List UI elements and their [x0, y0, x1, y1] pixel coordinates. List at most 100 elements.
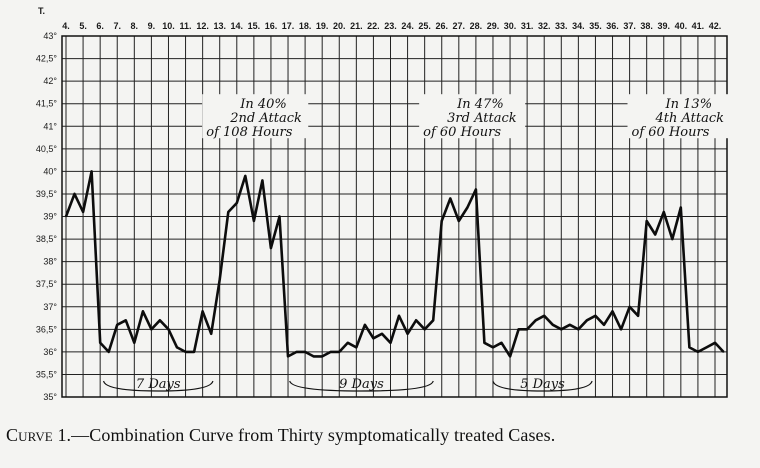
duration-label: 7 Days — [136, 377, 181, 392]
x-tick-label: 19. — [316, 21, 329, 31]
caption-text: Combination Curve from Thirty symptomati… — [89, 425, 556, 445]
data-point — [124, 319, 127, 322]
data-point — [184, 350, 187, 353]
data-point — [679, 206, 682, 209]
data-point — [526, 328, 529, 331]
x-tick-label: 6. — [96, 21, 104, 31]
figure-caption: Curve 1.—Combination Curve from Thirty s… — [6, 425, 756, 446]
data-point — [295, 350, 298, 353]
x-tick-label: 40. — [675, 21, 688, 31]
data-point — [645, 220, 648, 222]
data-point — [500, 341, 503, 344]
x-tick-label: 4. — [62, 21, 70, 31]
x-tick-label: 24. — [401, 21, 414, 31]
data-point — [457, 220, 460, 222]
y-tick-label: 38° — [43, 257, 57, 267]
x-tick-label: 29. — [487, 21, 500, 31]
data-point — [662, 211, 665, 213]
x-axis: 4. 5. 6. 7. 8. 9. 10. 11. 12. 13. 14. 15. 16. 17. 18. 1… — [62, 21, 721, 31]
x-tick-label: 26. — [435, 21, 448, 31]
annotation-line: 2nd Attack — [229, 111, 302, 126]
data-point — [252, 220, 255, 222]
x-tick-label: 16. — [265, 21, 278, 31]
x-tick-label: 42. — [709, 21, 722, 31]
caption-dash: — — [71, 425, 90, 445]
data-point — [287, 355, 289, 358]
annotation-background — [627, 94, 734, 139]
x-tick-label: 11. — [180, 21, 192, 31]
data-point — [637, 314, 640, 317]
data-point — [244, 174, 247, 177]
caption-label: Curve 1. — [6, 425, 72, 445]
annotation-background — [419, 94, 526, 139]
x-tick-label: 36. — [606, 21, 619, 31]
data-point — [389, 341, 392, 344]
data-point — [107, 350, 110, 353]
duration-label: 5 Days — [520, 377, 565, 392]
y-tick-label: 36° — [43, 347, 57, 357]
data-point — [82, 211, 84, 213]
x-tick-label: 38. — [640, 21, 653, 31]
data-point — [509, 355, 511, 358]
data-point — [133, 341, 136, 344]
data-point — [176, 346, 178, 349]
data-point — [227, 211, 230, 213]
data-point — [449, 197, 452, 200]
data-point — [483, 341, 486, 344]
data-point — [159, 319, 161, 322]
duration-bracket — [289, 380, 434, 392]
data-point — [611, 310, 614, 313]
x-tick-label: 25. — [418, 21, 431, 31]
data-point — [697, 350, 699, 353]
plot-frame — [61, 35, 728, 398]
x-tick-label: 28. — [470, 21, 483, 31]
x-tick-label: 30. — [504, 21, 517, 31]
data-point — [321, 355, 324, 358]
annotation-line: In 13% — [665, 97, 713, 112]
data-point — [346, 341, 349, 344]
duration-bracket — [102, 380, 214, 392]
data-point — [355, 346, 358, 349]
data-point — [210, 332, 213, 335]
data-point — [398, 314, 400, 317]
data-point — [423, 328, 426, 331]
data-point — [150, 328, 153, 331]
x-tick-label: 31. — [521, 21, 534, 31]
data-point — [304, 350, 307, 353]
data-point — [167, 328, 170, 331]
data-point — [517, 328, 520, 331]
x-tick-label: 23. — [384, 21, 397, 31]
y-tick-label: 39,5° — [36, 189, 58, 199]
x-tick-label: 18. — [299, 21, 312, 31]
y-tick-label: 37,5° — [36, 279, 58, 289]
annotation-line: 4th Attack — [655, 111, 725, 126]
temperature-series — [64, 170, 725, 358]
data-point — [432, 319, 435, 322]
annotation-line: of 108 Hours — [206, 125, 292, 140]
x-tick-label: 27. — [453, 21, 466, 31]
data-point — [278, 215, 281, 218]
data-point — [363, 323, 366, 326]
y-tick-label: 35° — [43, 392, 57, 402]
x-tick-label: 13. — [213, 21, 226, 31]
y-axis: 35° 35,5° 36° 36,5° 37° 37,5° 38° 38,5° 39° 39,5°… — [36, 6, 58, 402]
temperature-chart: 35° 35,5° 36° 36,5° 37° 37,5° 38° 38,5° 39° 39,5°… — [35, 6, 734, 402]
annotation-line: In 47% — [456, 97, 504, 112]
x-tick-label: 35. — [589, 21, 602, 31]
x-tick-label: 14. — [231, 21, 244, 31]
y-tick-label: 39° — [43, 212, 57, 222]
y-tick-label: 42° — [43, 76, 57, 86]
x-tick-label: 17. — [282, 21, 295, 31]
x-tick-label: 41. — [692, 21, 705, 31]
x-tick-label: 8. — [131, 21, 139, 31]
data-point — [235, 202, 238, 204]
x-tick-label: 34. — [572, 21, 585, 31]
annotation-line: of 60 Hours — [632, 125, 710, 140]
data-point — [372, 337, 375, 340]
data-point — [381, 332, 383, 335]
temperature-line — [64, 170, 725, 358]
data-point — [270, 247, 272, 249]
data-point — [560, 328, 563, 331]
x-tick-label: 32. — [538, 21, 551, 31]
